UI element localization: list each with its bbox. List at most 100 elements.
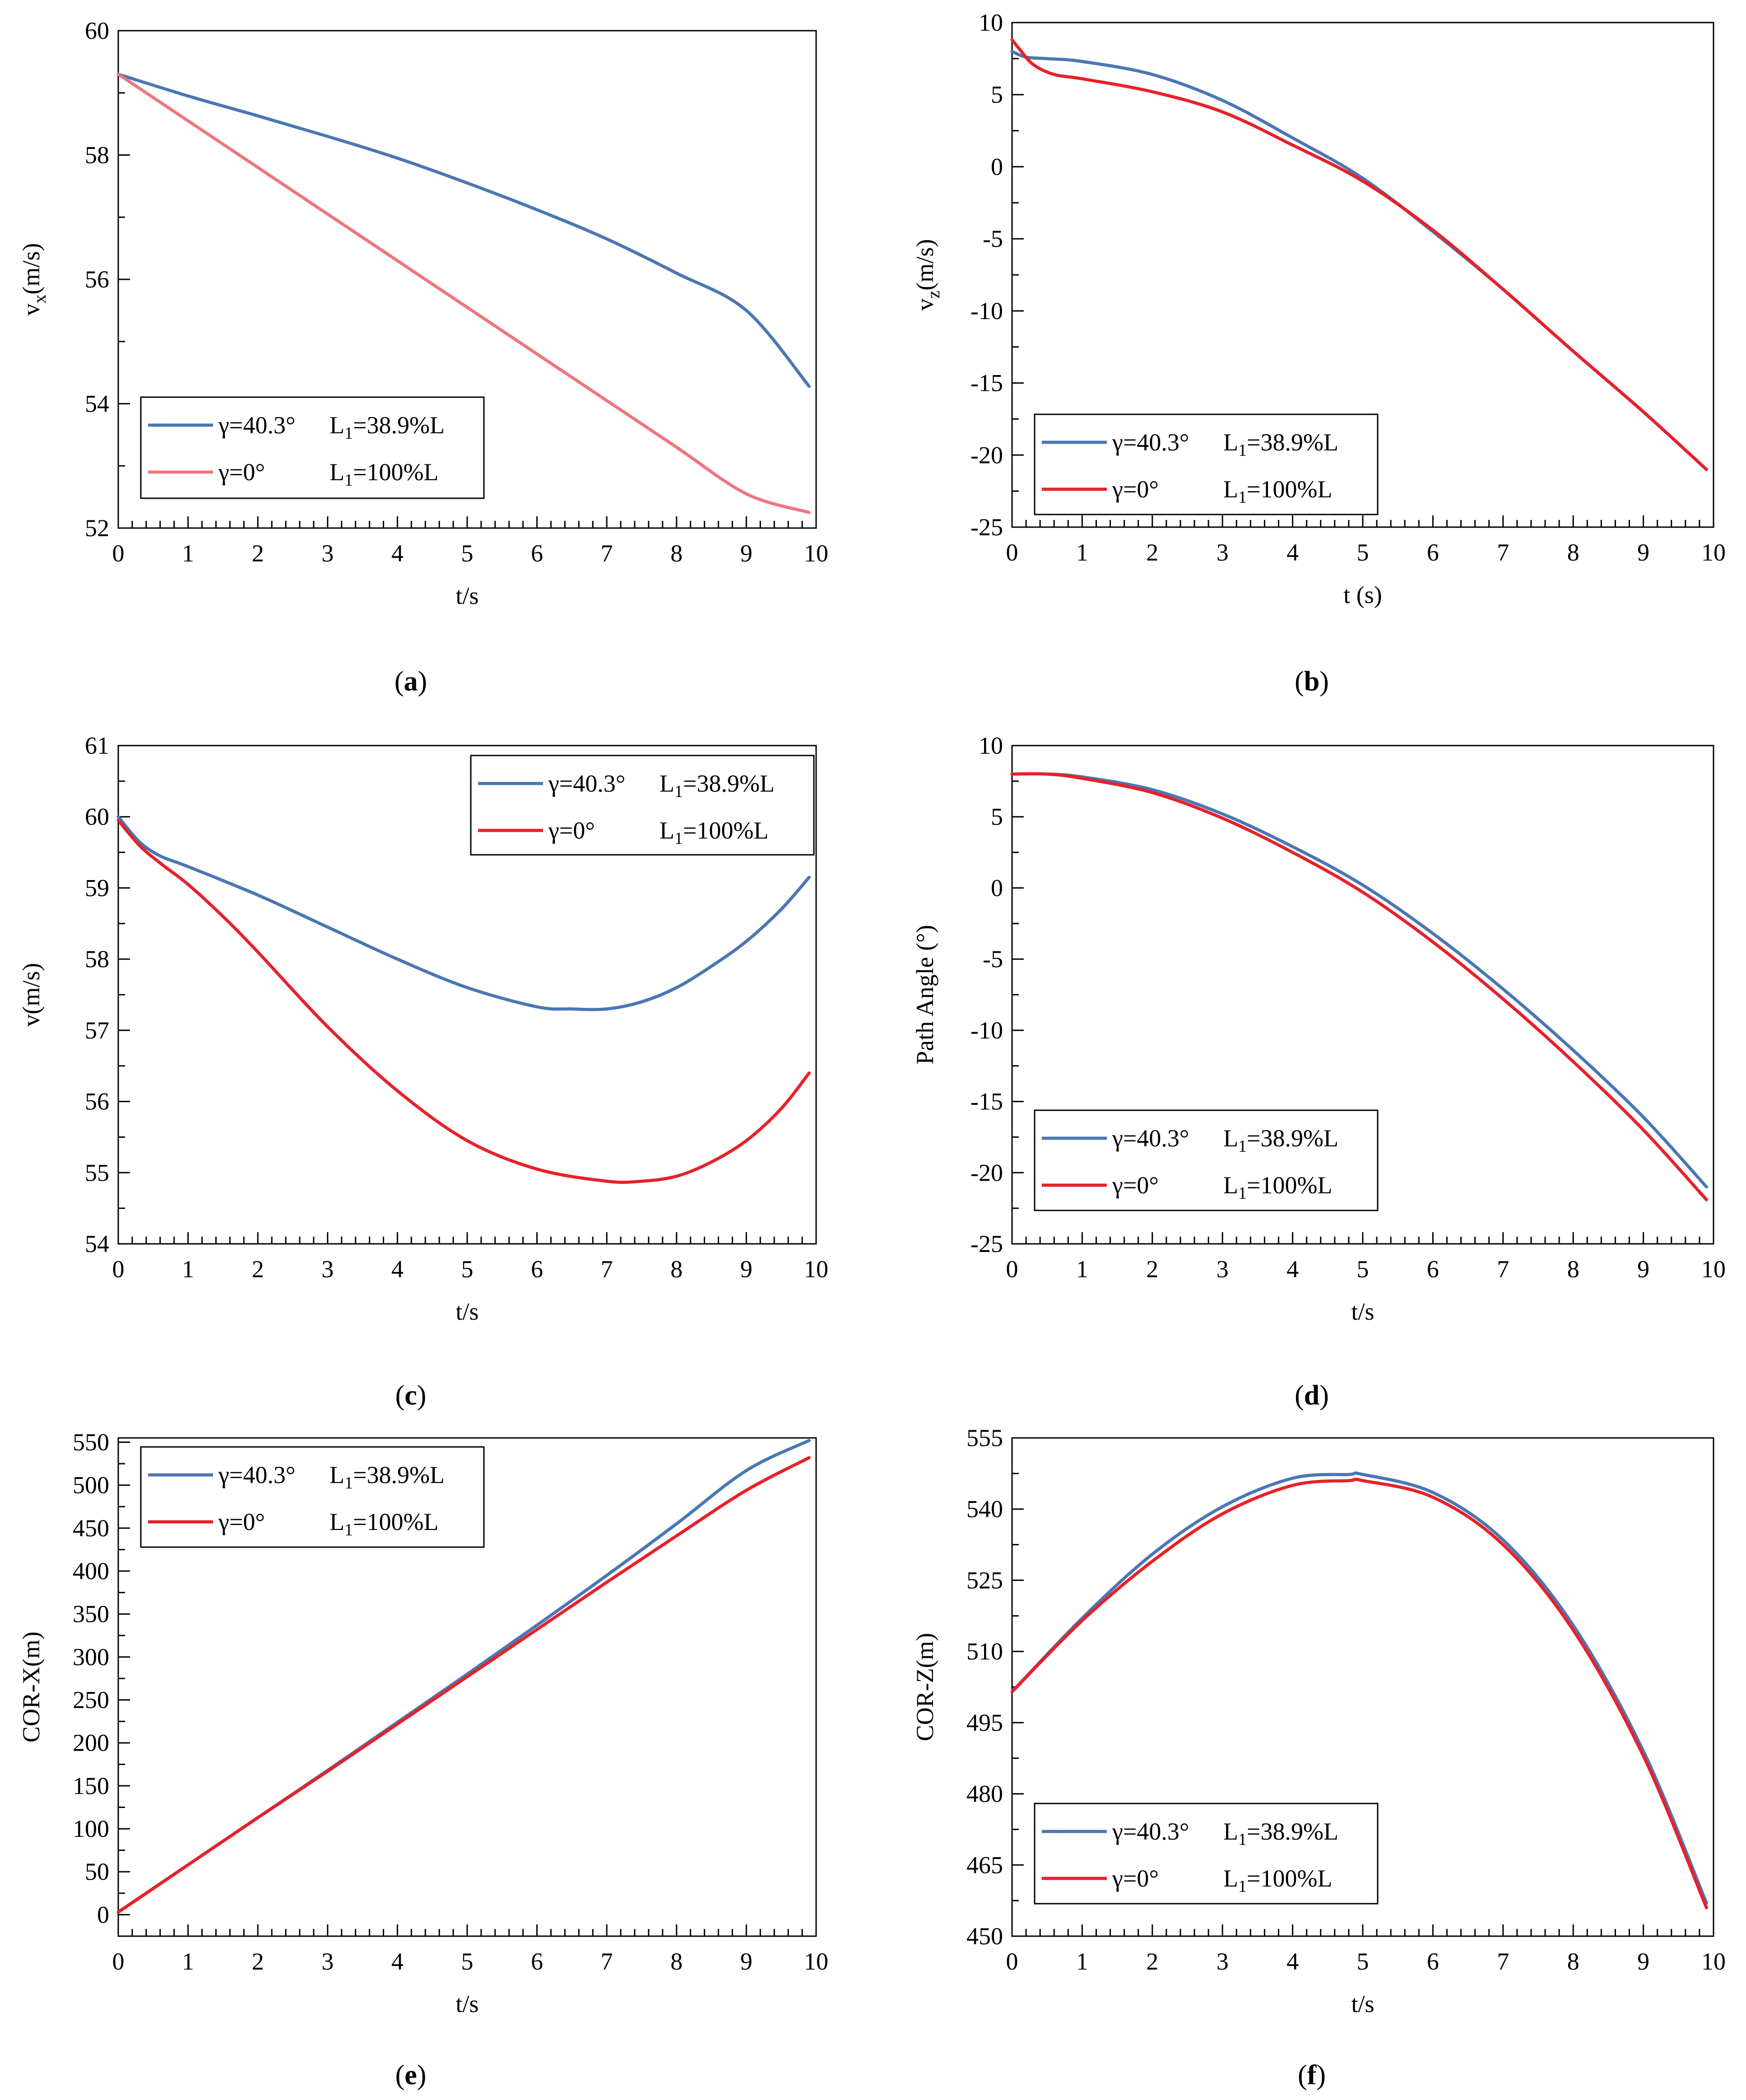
legend-l-eq: = — [1247, 1172, 1260, 1199]
x-tick-label: 6 — [1427, 539, 1439, 566]
x-tick-label: 6 — [531, 1948, 543, 1975]
caption-close-paren: ) — [418, 666, 427, 697]
x-tick-label: 2 — [252, 540, 264, 567]
y-tick-label: 5 — [991, 81, 1003, 108]
y-tick-label: 56 — [85, 266, 109, 293]
legend-l-eq: = — [353, 1461, 367, 1488]
legend-l-symbol: L — [330, 1461, 344, 1488]
y-axis-label: COR-Z(m) — [911, 1633, 938, 1741]
caption-close-paren: ) — [1319, 1380, 1329, 1411]
legend-l-eq: = — [1247, 1865, 1260, 1892]
legend-box — [1034, 413, 1379, 515]
x-tick-label: 10 — [1701, 539, 1726, 566]
legend-box — [1034, 1109, 1379, 1211]
legend-l-subscript: 1 — [344, 471, 353, 490]
x-tick-label: 2 — [1146, 1948, 1158, 1975]
chart-panel-f: 0 1 2 3 4 5 6 7 8 9 10 t/s 450 465 480 495 510 525 540 555 C… — [911, 1424, 1726, 2091]
legend-entry-l1: L1=100%L — [1223, 476, 1332, 507]
y-axis-label-main: Path Angle (°) — [911, 925, 938, 1065]
y-axis-label: COR-X(m) — [18, 1632, 45, 1743]
y-tick-label: -10 — [971, 1017, 1003, 1044]
x-tick-label: 6 — [1427, 1948, 1439, 1975]
series-line-gamma-40-3 — [1010, 50, 1708, 471]
x-tick-label: 4 — [1286, 539, 1299, 566]
legend-l-symbol: L — [330, 1508, 344, 1535]
x-tick-label: 10 — [804, 1948, 828, 1975]
chart-panel-b: 0 1 2 3 4 5 6 7 8 9 10 t (s) -25 -20 -15 -10 -5 0 5 10 vz(m/… — [911, 9, 1726, 697]
legend-entry-l1: L1=38.9%L — [1223, 1818, 1338, 1849]
legend-l-value: 100%L — [1260, 1865, 1332, 1892]
x-tick-label: 2 — [1146, 1256, 1158, 1283]
y-axis-label-main: v — [911, 298, 938, 311]
legend-l-subscript: 1 — [344, 1474, 353, 1493]
legend-entry-l1: L1=38.9%L — [330, 1461, 445, 1493]
legend: γ=40.3° L1=38.9%Lγ=0° L1=100%L — [1034, 1109, 1379, 1211]
legend-l-symbol: L — [1223, 1172, 1238, 1199]
legend-l-value: 38.9%L — [697, 770, 774, 797]
y-tick-label: 540 — [966, 1496, 1003, 1523]
y-tick-label: 52 — [85, 515, 109, 542]
x-axis-label: t/s — [455, 1298, 478, 1325]
y-tick-label: 350 — [73, 1600, 109, 1627]
chart-panel-d: 0 1 2 3 4 5 6 7 8 9 10 t/s -25 -20 -15 -10 -5 0 5 10 Path An… — [911, 732, 1726, 1411]
y-tick-label: -20 — [971, 1159, 1003, 1186]
legend-l-subscript: 1 — [344, 1521, 353, 1539]
y-tick-label: 57 — [85, 1017, 109, 1044]
legend-l-subscript: 1 — [1238, 1137, 1247, 1156]
x-tick-label: 7 — [601, 540, 613, 567]
legend-l-symbol: L — [1223, 429, 1238, 456]
legend-l-symbol: L — [330, 412, 344, 439]
y-axis-label-main: COR-Z(m) — [911, 1633, 938, 1741]
y-tick-label: 60 — [85, 803, 109, 830]
y-tick-label: 550 — [73, 1429, 109, 1456]
y-tick-label: 10 — [979, 732, 1003, 759]
legend: γ=40.3° L1=38.9%Lγ=0° L1=100%L — [140, 1446, 485, 1548]
series-line-gamma-0 — [1010, 1477, 1708, 1910]
caption-letter: a — [404, 666, 418, 697]
x-tick-label: 5 — [461, 1948, 474, 1975]
x-tick-label: 7 — [1497, 1256, 1509, 1283]
caption-letter: c — [404, 1380, 417, 1411]
x-tick-label: 7 — [601, 1948, 613, 1975]
x-tick-label: 6 — [531, 1256, 543, 1283]
legend-l-subscript: 1 — [344, 424, 353, 443]
legend-l-value: 38.9%L — [1260, 429, 1338, 456]
x-tick-label: 0 — [1006, 1948, 1018, 1975]
legend-l-eq: = — [1247, 1125, 1260, 1152]
x-tick-label: 4 — [391, 540, 404, 567]
legend-l-symbol: L — [330, 459, 344, 486]
y-axis-label: vz(m/s) — [911, 239, 943, 311]
x-tick-label: 8 — [670, 1948, 683, 1975]
y-tick-label: 525 — [966, 1567, 1003, 1594]
series-line-gamma-0 — [116, 1456, 811, 1914]
x-tick-label: 9 — [740, 1948, 752, 1975]
legend-l-value: 100%L — [367, 459, 438, 486]
x-tick-label: 2 — [1146, 539, 1158, 566]
x-tick-label: 0 — [1006, 539, 1018, 566]
legend-entry-name: γ=40.3° — [1112, 1125, 1189, 1152]
x-tick-label: 3 — [1217, 1948, 1229, 1975]
x-tick-label: 3 — [1217, 1256, 1229, 1283]
x-tick-label: 3 — [321, 540, 334, 567]
legend-box — [1034, 1803, 1379, 1905]
y-tick-label: 54 — [85, 390, 109, 417]
x-tick-label: 9 — [1637, 539, 1649, 566]
legend-entry-name: γ=40.3° — [1112, 1818, 1189, 1845]
legend-l-symbol: L — [1223, 1125, 1238, 1152]
x-tick-label: 1 — [1076, 1948, 1088, 1975]
legend-l-value: 38.9%L — [367, 1461, 444, 1488]
legend-l-eq: = — [353, 459, 367, 486]
x-tick-label: 2 — [252, 1948, 264, 1975]
x-tick-label: 7 — [601, 1256, 613, 1283]
series-line-gamma-0 — [116, 72, 811, 515]
y-tick-label: 300 — [73, 1643, 109, 1670]
panel-caption: (d) — [1295, 1380, 1329, 1411]
caption-open-paren: ( — [1298, 2060, 1307, 2091]
caption-open-paren: ( — [395, 1380, 405, 1411]
x-tick-label: 5 — [1357, 1256, 1369, 1283]
y-axis-label: Path Angle (°) — [911, 925, 938, 1065]
y-tick-label: 56 — [85, 1088, 109, 1115]
x-axis-label: t/s — [455, 1990, 478, 2017]
legend-l-subscript: 1 — [674, 829, 683, 848]
x-tick-label: 1 — [182, 1256, 194, 1283]
